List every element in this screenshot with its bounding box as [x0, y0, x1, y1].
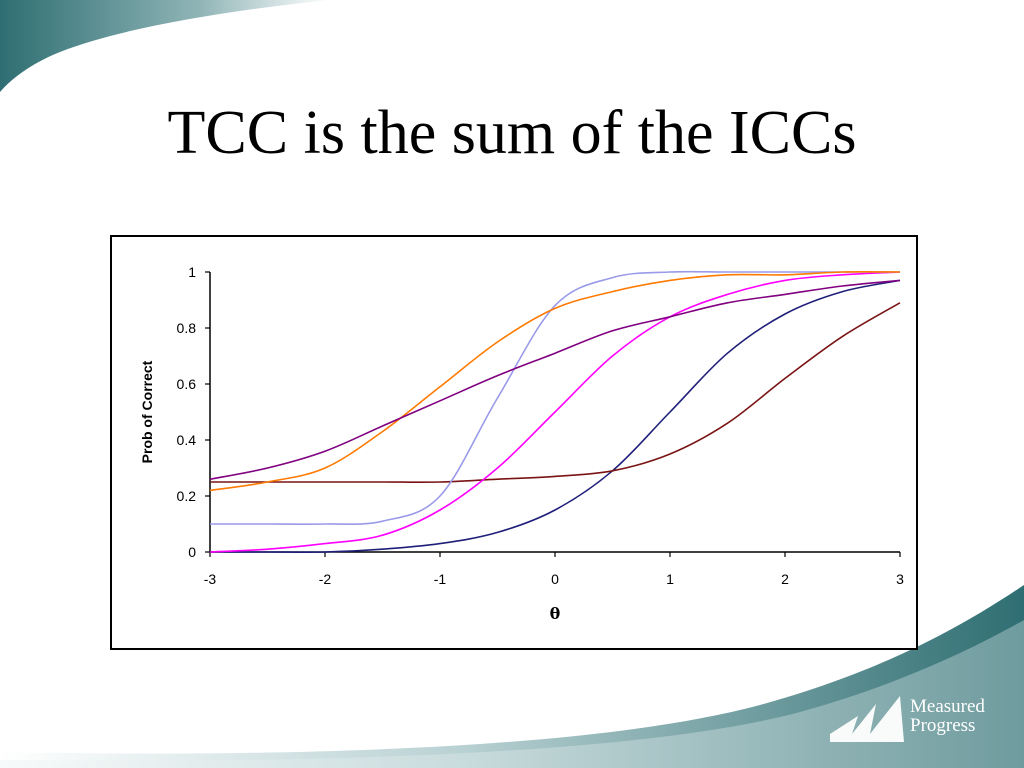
x-tick-label: 1 [666, 571, 674, 587]
series-line-3 [209, 271, 901, 553]
logo-line-2: Progress [910, 715, 976, 736]
chart-frame: 0 0.2 0.4 0.6 0.8 1 -3 -2 -1 0 1 2 3 Prob of Correct… [110, 235, 918, 650]
x-tick-label: -2 [319, 571, 332, 587]
logo-line-1: Measured [910, 696, 985, 717]
x-tick-label: 2 [781, 571, 789, 587]
logo-mark [830, 696, 904, 742]
x-tick-label: -1 [434, 571, 447, 587]
chart-series [209, 270, 901, 554]
series-line-1 [210, 279, 901, 554]
icc-chart: 0 0.2 0.4 0.6 0.8 1 -3 -2 -1 0 1 2 3 Prob of Correct… [139, 264, 905, 623]
bottom-swoosh-light [0, 620, 1024, 768]
x-tick-label: -3 [204, 571, 217, 587]
x-axis-title: θ [550, 604, 561, 623]
y-axis-title: Prob of Correct [139, 360, 155, 463]
series-line-5 [209, 270, 901, 492]
series-line-4 [210, 270, 900, 526]
top-left-swoosh [0, 0, 330, 92]
x-tick-label: 3 [896, 571, 904, 587]
y-tick-label: 1 [188, 264, 196, 280]
slide-title: TCC is the sum of the ICCs [167, 99, 857, 167]
y-tick-label: 0 [188, 544, 196, 560]
chart-axes: 0 0.2 0.4 0.6 0.8 1 -3 -2 -1 0 1 2 3 [177, 264, 905, 587]
y-tick-label: 0.4 [177, 432, 197, 448]
series-line-6 [209, 279, 901, 480]
x-tick-label: 0 [551, 571, 559, 587]
y-tick-label: 0.2 [177, 488, 197, 504]
logo-text: Measured Progress [910, 697, 985, 735]
series-line-2 [210, 302, 901, 484]
y-tick-label: 0.8 [177, 320, 197, 336]
bottom-swoosh [0, 585, 1024, 768]
y-tick-label: 0.6 [177, 376, 197, 392]
